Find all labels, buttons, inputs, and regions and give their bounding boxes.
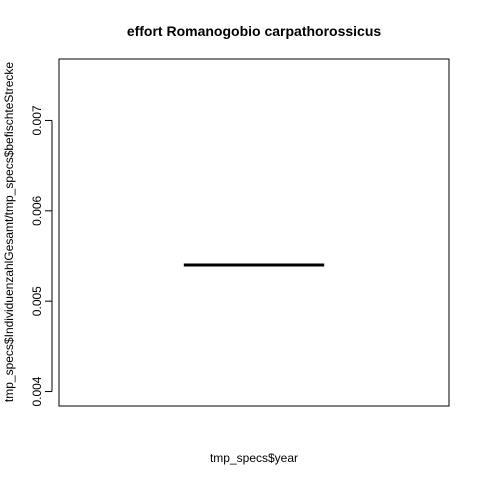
y-axis-label: tmp_specs$IndividuenzahlGesamt/tmp_specs… xyxy=(2,62,16,403)
x-axis-label: tmp_specs$year xyxy=(210,451,298,465)
y-tick-label: 0.007 xyxy=(30,105,44,135)
plot-area-frame xyxy=(58,58,450,407)
y-tick-label: 0.005 xyxy=(30,286,44,316)
y-tick-label: 0.006 xyxy=(30,195,44,225)
y-tick-label: 0.004 xyxy=(30,376,44,406)
chart-title: effort Romanogobio carpathorossicus xyxy=(127,23,382,39)
y-axis: 0.004 0.005 0.006 0.007 xyxy=(30,105,53,407)
